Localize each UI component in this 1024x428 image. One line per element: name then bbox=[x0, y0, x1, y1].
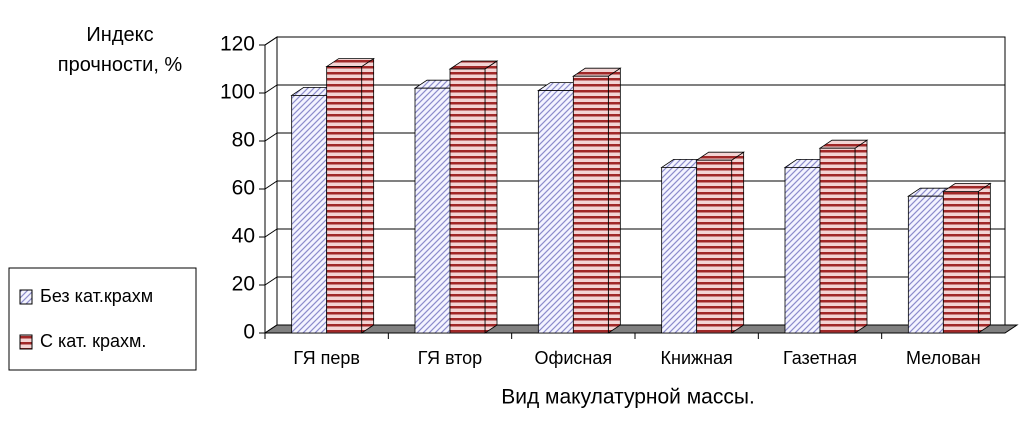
bar-front bbox=[414, 87, 451, 334]
legend-swatch bbox=[19, 334, 33, 350]
bar bbox=[942, 182, 992, 334]
bar bbox=[695, 151, 745, 334]
bar-front bbox=[907, 195, 944, 334]
bar-front bbox=[784, 166, 821, 334]
legend-label: С кат. крахм. bbox=[40, 331, 146, 351]
bar-front bbox=[572, 75, 609, 334]
bar-side bbox=[854, 139, 868, 334]
grid-line-side bbox=[264, 228, 278, 238]
grid-line-side bbox=[264, 276, 278, 286]
x-tick-label: Мелован bbox=[906, 348, 981, 368]
bar bbox=[448, 60, 499, 334]
bar bbox=[572, 67, 622, 334]
bar-front bbox=[661, 166, 698, 334]
bar-front bbox=[942, 190, 979, 334]
bar-side bbox=[484, 60, 498, 334]
y-tick-label: 80 bbox=[232, 129, 255, 152]
bar-front bbox=[819, 147, 856, 334]
grid-line-side bbox=[264, 132, 278, 142]
floor bbox=[263, 324, 1019, 334]
bar bbox=[325, 57, 375, 334]
y-tick-label: 100 bbox=[220, 81, 255, 104]
x-tick-label: Книжная bbox=[661, 348, 733, 368]
grid-line-side bbox=[264, 180, 278, 190]
legend-label: Без кат.крахм bbox=[40, 286, 153, 306]
x-tick-label: Офисная bbox=[535, 348, 613, 368]
y-tick-label: 0 bbox=[243, 321, 255, 344]
bar bbox=[818, 139, 869, 334]
y-tick-label: 40 bbox=[232, 225, 255, 248]
bar-side bbox=[977, 182, 991, 334]
y-tick-label: 120 bbox=[220, 33, 255, 56]
grid-line-side bbox=[264, 84, 278, 94]
bar-side bbox=[607, 67, 621, 334]
x-tick-label: ГЯ перв bbox=[293, 348, 359, 368]
x-tick-label: ГЯ втор bbox=[418, 348, 482, 368]
y-axis-title: Индекс прочности, % bbox=[57, 24, 183, 76]
x-tick-label: Газетная bbox=[783, 348, 857, 368]
x-axis-title: Вид макулатурной массы. bbox=[501, 386, 755, 409]
y-tick-label: 60 bbox=[232, 177, 255, 200]
y-tick-label: 20 bbox=[232, 273, 255, 296]
bar-side bbox=[731, 151, 745, 334]
bar-front bbox=[449, 68, 486, 334]
bar-front bbox=[537, 90, 574, 334]
bar-side bbox=[361, 57, 375, 334]
bar-front bbox=[696, 159, 733, 334]
bar-front bbox=[291, 95, 328, 334]
bar-front bbox=[326, 66, 363, 334]
grid-line-side bbox=[264, 36, 278, 46]
legend-swatch bbox=[19, 289, 33, 305]
legend-box bbox=[8, 267, 197, 371]
